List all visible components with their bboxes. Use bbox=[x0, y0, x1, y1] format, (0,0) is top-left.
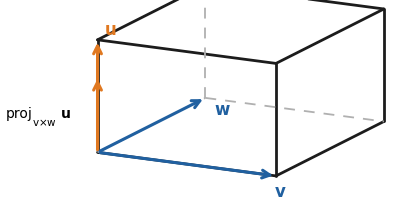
Text: v$\times$w: v$\times$w bbox=[32, 116, 57, 127]
Text: $\mathbf{u}$: $\mathbf{u}$ bbox=[60, 106, 71, 120]
Text: $\mathbf{w}$: $\mathbf{w}$ bbox=[214, 100, 230, 118]
Text: $\mathbf{v}$: $\mathbf{v}$ bbox=[274, 182, 286, 200]
Text: $\mathbf{u}$: $\mathbf{u}$ bbox=[104, 21, 116, 39]
Text: proj: proj bbox=[6, 106, 33, 120]
